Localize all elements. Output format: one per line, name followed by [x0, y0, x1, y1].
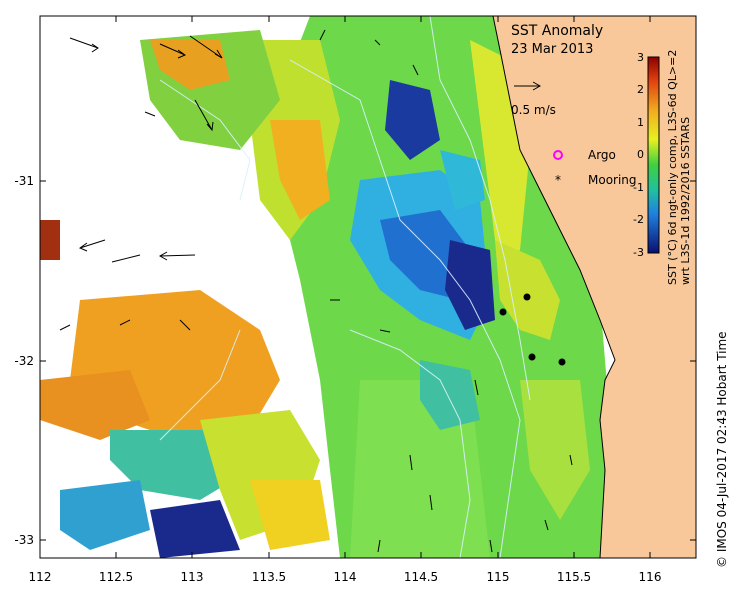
- x-tick-label: 115.5: [557, 570, 591, 584]
- colorbar-tick: 0: [637, 148, 644, 161]
- map-title: SST Anomaly: [511, 23, 603, 39]
- velocity-scale: 0.5 m/s: [511, 81, 556, 117]
- colorbar-label-line1: SST (°C) 6d ngt-only comp, L3S-6d QL>=2: [666, 50, 679, 285]
- x-tick-label: 112: [29, 570, 52, 584]
- legend: Argo * Mooring: [553, 148, 637, 187]
- sst-field: [40, 16, 610, 558]
- map-date: 23 Mar 2013: [511, 42, 593, 57]
- mooring-point: [558, 358, 566, 366]
- x-tick-label: 113.5: [252, 570, 286, 584]
- mooring-point: [528, 353, 536, 361]
- colorbar-tick: -2: [633, 213, 644, 226]
- colorbar: 3 2 1 0 -1 -2 -3 SST (°C) 6d ngt-only co…: [633, 50, 692, 285]
- x-tick-label: 114.5: [404, 570, 438, 584]
- colorbar-tick: 2: [637, 83, 644, 96]
- x-tick-label: 116: [639, 570, 662, 584]
- colorbar-tick: -3: [633, 246, 644, 259]
- mooring-point: [523, 293, 531, 301]
- credit-text: © IMOS 04-Jul-2017 02:43 Hobart Time: [715, 331, 729, 568]
- legend-mooring: Mooring: [588, 173, 637, 187]
- x-tick-label: 114: [334, 570, 357, 584]
- x-axis-ticks: [39, 16, 651, 558]
- argo-marker-icon: [553, 150, 563, 160]
- plot-frame: [39, 15, 697, 559]
- mooring-point: [499, 308, 507, 316]
- colorbar-tick: 1: [637, 116, 644, 129]
- velocity-scale-label: 0.5 m/s: [511, 103, 556, 117]
- y-tick-label: -32: [14, 354, 34, 368]
- current-vectors: [59, 29, 573, 553]
- colorbar-gradient: [647, 56, 660, 254]
- x-tick-label: 112.5: [99, 570, 133, 584]
- x-tick-label: 115: [487, 570, 510, 584]
- x-tick-label: 113: [181, 570, 204, 584]
- bathymetry-contours: [159, 16, 531, 558]
- colorbar-tick: -1: [633, 181, 644, 194]
- colorbar-label-line2: wrt L3S-1d 1992/2016 SSTARS: [679, 117, 692, 285]
- land-mass: [492, 16, 696, 558]
- y-tick-label: -33: [14, 533, 34, 547]
- legend-argo: Argo: [588, 148, 616, 162]
- mooring-marker-icon: *: [555, 173, 561, 187]
- x-axis-labels: 112 112.5 113 113.5 114 114.5 115 115.5 …: [29, 570, 662, 584]
- mooring-markers: [499, 293, 566, 366]
- y-axis-ticks: [40, 180, 696, 541]
- y-tick-label: -31: [14, 174, 34, 188]
- colorbar-tick: 3: [637, 51, 644, 64]
- y-axis-labels: -31 -32 -33: [14, 174, 34, 547]
